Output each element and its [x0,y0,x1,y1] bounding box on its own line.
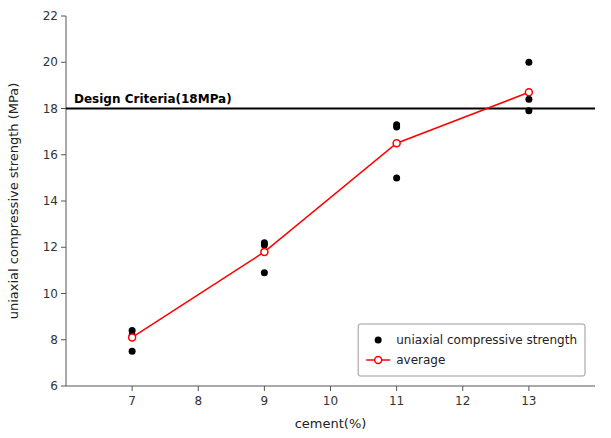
scatter-point [393,174,400,181]
y-tick [61,62,66,63]
average-line [132,92,529,337]
scatter-point [525,59,532,66]
y-tick [61,386,66,387]
scatter-point [393,121,400,128]
x-tick [264,386,265,391]
average-marker [525,89,532,96]
x-tick [528,386,529,391]
y-tick-label: 8 [50,333,58,347]
x-tick-label: 8 [194,394,202,408]
y-tick [61,339,66,340]
x-tick-label: 11 [389,394,404,408]
x-tick-label: 10 [323,394,338,408]
y-tick-label: 18 [43,102,58,116]
chart: 7 8 9 10 11 12 13 6 8 10 12 14 16 18 20 22 cement(%) unia… [0,0,611,438]
legend-swatch [375,337,382,344]
legend-label: uniaxial compressive strength [396,333,577,347]
average-marker [393,140,400,147]
y-tick-label: 20 [43,55,58,69]
y-tick [61,108,66,109]
scatter-point [525,96,532,103]
plot-area [66,59,595,355]
y-tick-label: 12 [43,240,58,254]
y-tick-label: 10 [43,287,58,301]
legend-label: average [396,353,445,367]
legend-swatch [375,357,382,364]
x-tick [462,386,463,391]
y-tick [61,154,66,155]
y-tick-label: 14 [43,194,58,208]
average-marker [261,248,268,255]
y-tick-label: 16 [43,148,58,162]
legend-box [358,324,585,376]
scatter-point [261,239,268,246]
x-tick [396,386,397,391]
y-tick [61,16,66,17]
scatter-point [261,269,268,276]
y-tick [61,293,66,294]
x-tick-label: 7 [128,394,136,408]
x-axis-label: cement(%) [295,416,367,431]
scatter-point [525,107,532,114]
y-axis-label: uniaxial compressive strength (MPa) [6,83,21,320]
reference-label: Design Criteria(18MPa) [74,92,232,106]
scatter-point [129,348,136,355]
x-tick [330,386,331,391]
axes: 7 8 9 10 11 12 13 6 8 10 12 14 16 18 20 22 [43,9,595,408]
y-tick-label: 6 [50,379,58,393]
x-tick [198,386,199,391]
legend: uniaxial compressive strength average [358,324,585,376]
reference-line [66,108,595,110]
x-tick-label: 9 [261,394,269,408]
y-tick [61,201,66,202]
x-tick-label: 12 [455,394,470,408]
y-tick-label: 22 [43,9,58,23]
x-tick-label: 13 [521,394,536,408]
x-tick [132,386,133,391]
average-marker [129,334,136,341]
series-line [129,89,533,341]
y-tick [61,247,66,248]
